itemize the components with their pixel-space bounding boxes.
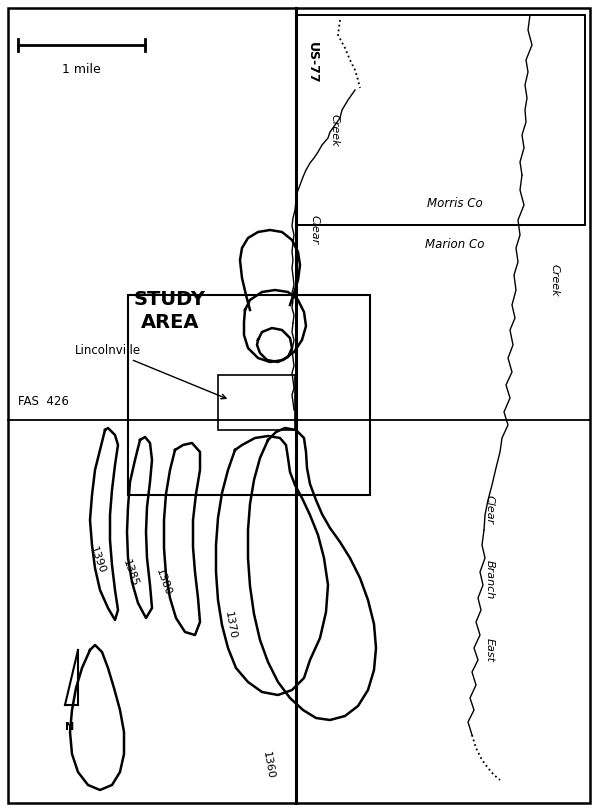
Bar bbox=[218, 375, 295, 430]
Text: Creek: Creek bbox=[550, 264, 560, 296]
Text: Clear: Clear bbox=[310, 216, 320, 245]
Text: Creek: Creek bbox=[330, 114, 340, 146]
Text: Branch: Branch bbox=[485, 560, 495, 599]
Bar bbox=[296, 15, 585, 225]
Text: US-77: US-77 bbox=[306, 42, 319, 84]
Text: East: East bbox=[485, 638, 495, 662]
Text: FAS  426: FAS 426 bbox=[18, 395, 69, 408]
Text: Marion Co: Marion Co bbox=[425, 238, 485, 251]
Text: Morris Co: Morris Co bbox=[427, 197, 483, 210]
Bar bbox=[128, 295, 370, 495]
Text: 1360: 1360 bbox=[260, 750, 275, 779]
Text: N: N bbox=[65, 722, 74, 732]
Text: STUDY
AREA: STUDY AREA bbox=[134, 290, 206, 333]
Text: 1370: 1370 bbox=[223, 611, 238, 640]
Text: Clear: Clear bbox=[485, 496, 495, 525]
Text: 1390: 1390 bbox=[88, 545, 107, 575]
Text: 1380: 1380 bbox=[154, 567, 173, 597]
Text: 1385: 1385 bbox=[121, 558, 140, 588]
Text: Lincolnville: Lincolnville bbox=[75, 344, 226, 399]
Text: 1 mile: 1 mile bbox=[62, 63, 101, 76]
